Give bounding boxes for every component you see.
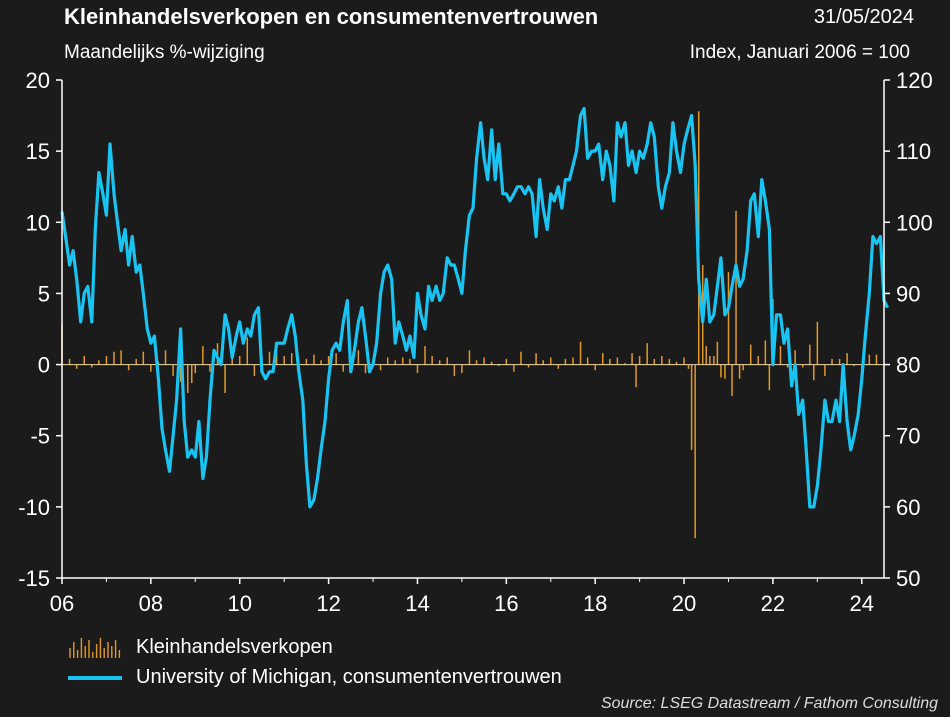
sentiment-line <box>60 106 890 509</box>
axes: -15 -10 -5 0 5 10 15 20 50 60 70 80 90 100 110 120 06 08 1… <box>18 68 933 616</box>
left-tick-label--15: -15 <box>18 566 50 591</box>
left-tick-label-10: 10 <box>26 210 50 235</box>
x-tick-label-2010: 10 <box>227 591 251 616</box>
right-tick-label-50: 50 <box>896 566 920 591</box>
sentiment-line-group <box>60 106 890 509</box>
x-tick-label-2006: 06 <box>50 591 74 616</box>
right-tick-label-110: 110 <box>896 139 931 164</box>
left-tick-label-20: 20 <box>26 68 50 93</box>
right-tick-label-100: 100 <box>896 210 933 235</box>
x-tick-label-2022: 22 <box>761 591 785 616</box>
x-tick-label-2012: 12 <box>316 591 340 616</box>
legend-item-retail: Kleinhandelsverkopen <box>68 632 562 662</box>
legend-bar-swatch <box>69 638 121 658</box>
right-tick-label-120: 120 <box>896 68 933 93</box>
x-tick-label-2008: 08 <box>139 591 163 616</box>
x-tick-label-2014: 14 <box>405 591 429 616</box>
x-tick-label-2016: 16 <box>494 591 518 616</box>
right-tick-label-60: 60 <box>896 495 920 520</box>
left-tick-label-15: 15 <box>26 139 50 164</box>
right-tick-label-80: 80 <box>896 353 920 378</box>
left-tick-label-0: 0 <box>38 353 50 378</box>
retail-bars <box>61 111 878 539</box>
right-tick-label-90: 90 <box>896 281 920 306</box>
x-tick-label-2018: 18 <box>583 591 607 616</box>
x-tick-label-2020: 20 <box>672 591 696 616</box>
legend-line-swatch <box>68 666 122 688</box>
right-tick-label-70: 70 <box>896 424 920 449</box>
chart-title: Kleinhandelsverkopen en consumentenvertr… <box>64 4 599 29</box>
legend-item-sentiment: University of Michigan, consumentenvertr… <box>68 662 562 692</box>
left-axis-unit: Maandelijks %-wijziging <box>64 42 265 63</box>
legend-label-retail: Kleinhandelsverkopen <box>136 635 333 658</box>
legend-label-sentiment: University of Michigan, consumentenvertr… <box>136 665 562 688</box>
left-tick-label--10: -10 <box>18 495 50 520</box>
right-axis-unit: Index, Januari 2006 = 100 <box>689 42 910 63</box>
source-note: Source: LSEG Datastream / Fathom Consult… <box>600 695 938 712</box>
legend: Kleinhandelsverkopen University of Michi… <box>68 632 562 692</box>
left-tick-label-5: 5 <box>38 281 50 306</box>
chart-date: 31/05/2024 <box>813 6 914 28</box>
x-tick-label-2024: 24 <box>850 591 874 616</box>
left-tick-label--5: -5 <box>30 424 50 449</box>
